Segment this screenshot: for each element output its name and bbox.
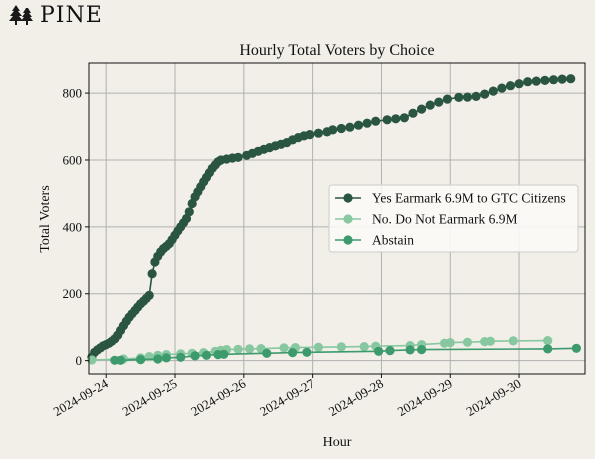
data-point — [454, 92, 464, 102]
x-tick-label: 2024-09-30 — [464, 376, 524, 419]
data-point — [488, 86, 498, 96]
data-point — [302, 347, 312, 357]
x-tick-label: 2024-09-26 — [188, 375, 248, 419]
data-point — [543, 336, 553, 346]
data-point — [566, 74, 576, 84]
y-tick-label: 0 — [76, 353, 83, 368]
data-point — [359, 342, 369, 352]
data-point — [233, 152, 243, 162]
plot-frame — [88, 62, 586, 375]
data-point — [313, 342, 323, 352]
data-point — [144, 290, 154, 300]
y-tick-label: 400 — [63, 219, 83, 234]
data-point — [147, 269, 157, 279]
x-tick-label: 2024-09-29 — [395, 376, 455, 419]
data-point — [245, 344, 255, 354]
x-axis-label: Hour — [323, 435, 352, 450]
legend-entry: Abstain — [335, 233, 414, 248]
data-point — [442, 94, 452, 104]
series-0 — [87, 74, 576, 362]
data-point — [305, 130, 315, 140]
data-point — [391, 114, 401, 124]
legend-entry: No. Do Not Earmark 6.9M — [335, 212, 517, 227]
data-point — [385, 346, 395, 356]
data-point — [514, 79, 524, 89]
data-point — [279, 343, 289, 353]
data-point — [540, 75, 550, 85]
legend-box — [328, 184, 579, 253]
data-point — [201, 350, 212, 360]
brand-name: PINE — [40, 2, 103, 28]
data-point — [382, 115, 392, 125]
data-point — [408, 108, 418, 118]
data-point — [543, 344, 553, 354]
data-point — [345, 122, 355, 132]
y-axis-label: Total Voters — [38, 185, 53, 252]
data-point — [505, 81, 516, 91]
data-point — [374, 346, 384, 356]
data-point — [371, 116, 381, 126]
data-point — [471, 91, 481, 101]
data-point — [480, 89, 490, 99]
data-point — [262, 348, 272, 358]
data-point — [153, 354, 163, 364]
legend-marker — [343, 235, 353, 245]
data-point — [328, 125, 338, 135]
data-point — [336, 123, 346, 134]
legend-marker — [343, 214, 353, 224]
data-point — [445, 338, 455, 348]
data-point — [434, 97, 444, 107]
data-point — [548, 75, 559, 85]
data-point — [176, 352, 186, 362]
data-point — [288, 348, 298, 358]
data-point — [136, 355, 146, 365]
data-point — [523, 77, 533, 87]
data-point — [571, 343, 582, 353]
data-point — [462, 92, 473, 102]
data-point — [219, 349, 229, 359]
pine-trees-icon — [9, 5, 33, 25]
data-point — [417, 104, 427, 114]
data-point — [405, 345, 415, 355]
x-tick-label: 2024-09-28 — [326, 376, 386, 419]
legend-label: No. Do Not Earmark 6.9M — [372, 212, 517, 227]
data-point — [508, 336, 518, 346]
data-point — [161, 353, 171, 363]
data-point — [462, 337, 473, 347]
data-point — [115, 355, 126, 365]
data-point — [531, 76, 541, 86]
legend-marker — [343, 193, 353, 203]
legend: Yes Earmark 6.9M to GTC Citizens No. Do N… — [328, 184, 579, 253]
chart-title: Hourly Total Voters by Choice — [239, 42, 434, 59]
data-point — [399, 113, 409, 123]
data-point — [485, 336, 495, 346]
y-tick-label: 800 — [63, 86, 83, 101]
legend-entry: Yes Earmark 6.9M to GTC Citizens — [335, 191, 566, 206]
legend-label: Yes Earmark 6.9M to GTC Citizens — [372, 191, 566, 206]
data-point — [184, 207, 194, 217]
data-point — [557, 74, 567, 84]
data-point — [336, 342, 346, 352]
series-group — [87, 74, 582, 365]
y-tick-label: 600 — [63, 152, 83, 167]
brand-logo: PINE — [8, 2, 103, 28]
x-tick-label: 2024-09-25 — [119, 376, 179, 419]
x-tick-label: 2024-09-24 — [51, 375, 111, 419]
legend-label: Abstain — [372, 233, 414, 248]
series-2 — [110, 343, 582, 365]
data-point — [233, 344, 243, 354]
data-point — [87, 355, 97, 365]
data-point — [353, 120, 364, 130]
y-tick-label: 200 — [63, 286, 83, 301]
data-point — [190, 351, 200, 361]
data-point — [362, 118, 372, 128]
data-point — [425, 100, 435, 110]
data-point — [497, 83, 507, 93]
x-tick-label: 2024-09-27 — [257, 375, 317, 419]
data-point — [313, 128, 323, 138]
data-point — [417, 345, 427, 355]
